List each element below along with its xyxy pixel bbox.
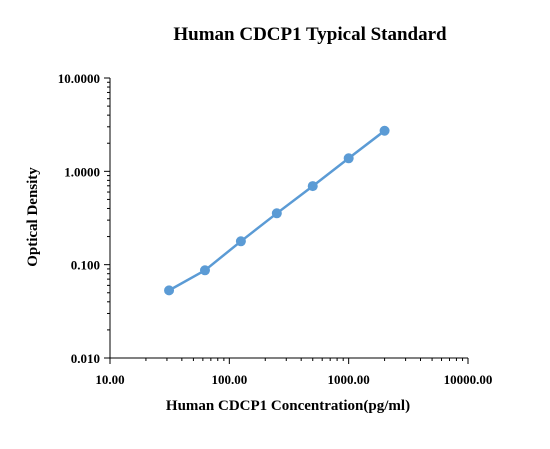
axes: 10.00 100.00 1000.00 10000.00 0.010 0.100 1.00… [58, 71, 493, 387]
data-point [235, 236, 246, 247]
data-point [379, 125, 390, 136]
y-tick-label: 10.0000 [58, 71, 100, 86]
y-tick-label: 1.0000 [64, 164, 100, 179]
x-tick-label: 100.00 [211, 372, 247, 387]
y-tick-label: 0.010 [71, 351, 100, 366]
chart-title: Human CDCP1 Typical Standard [173, 24, 447, 45]
data-point [271, 208, 282, 219]
y-axis-title: Optical Density [25, 167, 41, 267]
data-point [307, 181, 318, 192]
x-tick-label: 10000.00 [444, 372, 493, 387]
data-point [164, 285, 175, 296]
data-point [199, 265, 210, 276]
data-point [343, 153, 354, 164]
plot-area [164, 125, 390, 296]
y-tick-label: 0.100 [71, 258, 100, 273]
x-axis-title: Human CDCP1 Concentration(pg/ml) [166, 398, 410, 414]
x-tick-label: 10.00 [95, 372, 124, 387]
x-tick-label: 1000.00 [328, 372, 370, 387]
